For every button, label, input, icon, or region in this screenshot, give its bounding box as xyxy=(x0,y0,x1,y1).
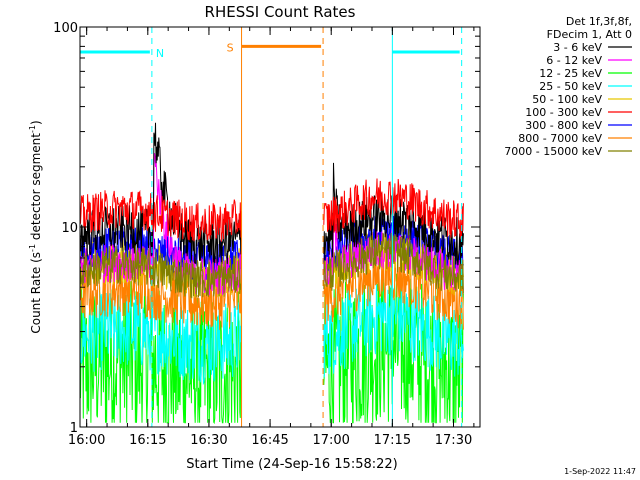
legend-label: 7000 - 15000 keV xyxy=(504,145,602,158)
legend-label: 100 - 300 keV xyxy=(525,106,602,119)
x-tick-label: 16:45 xyxy=(251,433,288,448)
x-tick-label: 17:15 xyxy=(374,433,411,448)
series-line xyxy=(323,247,464,330)
series-line xyxy=(79,261,242,330)
legend-label: 50 - 100 keV xyxy=(532,93,602,106)
x-tick-label: 17:00 xyxy=(312,433,349,448)
series-layer xyxy=(79,122,464,425)
x-tick-label: 17:30 xyxy=(435,433,472,448)
legend-label: 300 - 800 keV xyxy=(525,119,602,132)
legend: Det 1f,3f,8f, FDecim 1, Att 0 3 - 6 keV6… xyxy=(504,15,632,158)
series-100-300kev xyxy=(79,178,464,242)
marker-label: S xyxy=(227,41,234,54)
legend-header-line1: Det 1f,3f,8f, xyxy=(566,15,632,28)
legend-label: 25 - 50 keV xyxy=(539,80,602,93)
series-800-7000kev xyxy=(79,247,464,330)
y-axis-label-part1: Count Rate (s xyxy=(29,252,43,334)
x-axis-ticks: 16:00 16:15 16:30 16:45 17:00 17:15 17:30 xyxy=(68,27,475,448)
y-tick-label: 10 xyxy=(61,221,78,236)
chart-title: RHESSI Count Rates xyxy=(205,3,356,21)
legend-label: 6 - 12 keV xyxy=(546,54,602,67)
legend-label: 3 - 6 keV xyxy=(553,41,602,54)
series-7000-15000kev xyxy=(79,232,464,300)
series-line xyxy=(323,178,464,241)
series-line xyxy=(79,189,242,242)
series-line xyxy=(323,278,464,378)
series-line xyxy=(323,232,464,297)
series-25-50kev xyxy=(79,278,464,386)
marker-label: N xyxy=(156,47,164,60)
series-line xyxy=(323,272,464,424)
y-tick-label: 100 xyxy=(53,21,78,36)
timestamp: 1-Sep-2022 11:47 xyxy=(564,467,636,476)
series-line xyxy=(79,226,242,280)
y-axis-label-part2: detector segment xyxy=(29,133,43,244)
series-line xyxy=(79,122,242,266)
y-tick-label: 1 xyxy=(70,421,78,436)
x-tick-label: 16:15 xyxy=(129,433,166,448)
y-axis-label: Count Rate (s-1 detector segment-1) xyxy=(28,120,43,333)
legend-header-line2: FDecim 1, Att 0 xyxy=(547,28,632,41)
y-axis-label-sup1: -1 xyxy=(28,244,37,252)
legend-label: 800 - 7000 keV xyxy=(518,132,602,145)
series-line xyxy=(79,290,242,386)
x-axis-label: Start Time (24-Sep-16 15:58:22) xyxy=(186,457,397,472)
x-tick-label: 16:30 xyxy=(190,433,227,448)
y-axis-label-sup2: -1 xyxy=(28,125,37,133)
y-axis-label-part3: ) xyxy=(29,120,43,125)
series-line xyxy=(79,245,242,300)
y-axis-ticks: 1 10 100 xyxy=(53,21,480,436)
x-tick-label: 16:00 xyxy=(68,433,105,448)
legend-label: 12 - 25 keV xyxy=(539,67,602,80)
